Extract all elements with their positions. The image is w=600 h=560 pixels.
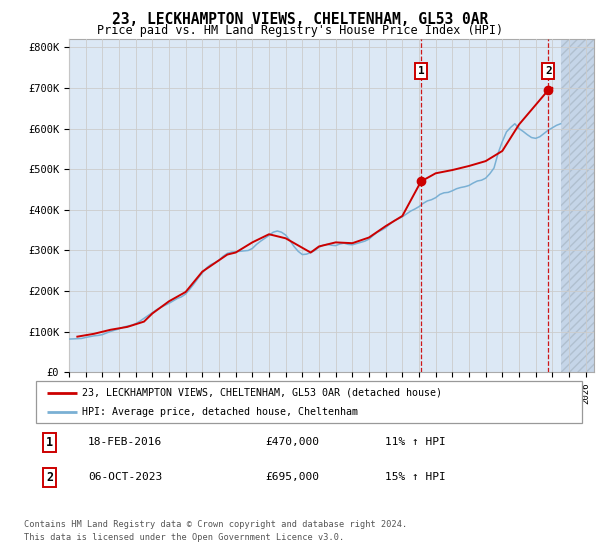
Text: 1: 1: [46, 436, 53, 449]
Text: 1: 1: [418, 66, 424, 76]
Text: This data is licensed under the Open Government Licence v3.0.: This data is licensed under the Open Gov…: [24, 533, 344, 542]
Text: 23, LECKHAMPTON VIEWS, CHELTENHAM, GL53 0AR: 23, LECKHAMPTON VIEWS, CHELTENHAM, GL53 …: [112, 12, 488, 27]
Text: £695,000: £695,000: [265, 473, 319, 482]
Text: 18-FEB-2016: 18-FEB-2016: [88, 437, 162, 447]
Text: 2: 2: [545, 66, 552, 76]
Text: 15% ↑ HPI: 15% ↑ HPI: [385, 473, 446, 482]
Text: Contains HM Land Registry data © Crown copyright and database right 2024.: Contains HM Land Registry data © Crown c…: [24, 520, 407, 529]
Text: £470,000: £470,000: [265, 437, 319, 447]
FancyBboxPatch shape: [36, 381, 582, 423]
Text: 11% ↑ HPI: 11% ↑ HPI: [385, 437, 446, 447]
Text: 2: 2: [46, 471, 53, 484]
Text: 06-OCT-2023: 06-OCT-2023: [88, 473, 162, 482]
Text: HPI: Average price, detached house, Cheltenham: HPI: Average price, detached house, Chel…: [82, 407, 358, 417]
Text: Price paid vs. HM Land Registry's House Price Index (HPI): Price paid vs. HM Land Registry's House …: [97, 24, 503, 36]
Bar: [560, 39, 594, 372]
Text: 23, LECKHAMPTON VIEWS, CHELTENHAM, GL53 0AR (detached house): 23, LECKHAMPTON VIEWS, CHELTENHAM, GL53 …: [82, 388, 442, 398]
